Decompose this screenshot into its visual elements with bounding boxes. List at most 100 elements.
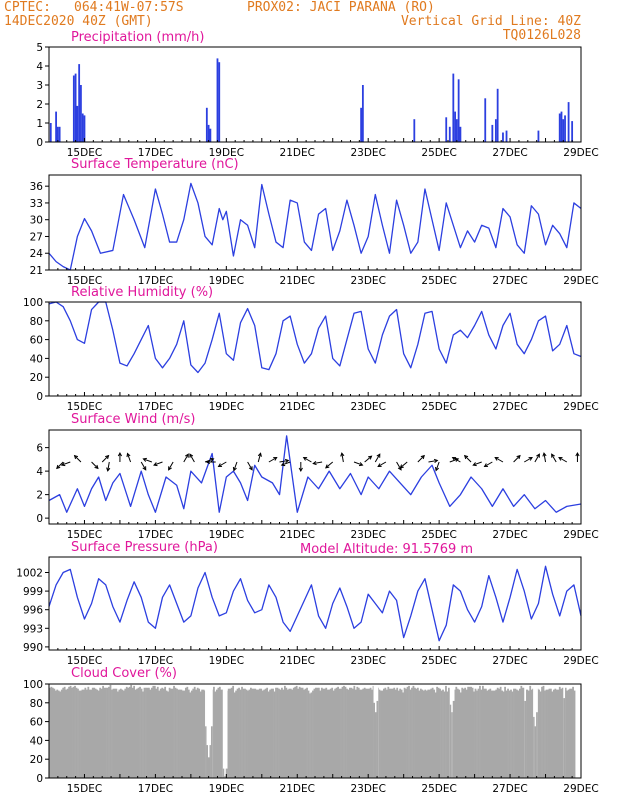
wind-vector-shaft — [377, 461, 387, 467]
cloud-bar — [97, 690, 100, 778]
cloud-bar — [266, 687, 269, 778]
temperature-ytick-label: 36 — [30, 181, 44, 193]
cloud-bar — [179, 689, 181, 778]
cloud-bar — [325, 687, 328, 778]
cloud-bar — [417, 687, 419, 778]
cloud-bar — [85, 689, 88, 778]
cloud-bar — [72, 686, 75, 778]
cloud-bar — [376, 700, 379, 778]
cloud-bar — [260, 688, 263, 778]
cloud-bar — [131, 687, 134, 778]
cloud-bar — [127, 687, 130, 778]
cloud-bar — [461, 687, 464, 778]
cloud-bar — [69, 685, 72, 778]
cloud-bar — [68, 686, 70, 778]
wind-vector-shaft — [513, 455, 521, 463]
humidity-ytick-label: 60 — [30, 335, 43, 347]
cloud-bar — [479, 685, 481, 778]
cloud-bar — [536, 712, 538, 778]
cloud-bar — [455, 686, 458, 778]
wind-vector — [340, 452, 345, 463]
wind-vector-shaft — [247, 461, 253, 471]
wind-vector — [302, 456, 312, 463]
wind-vector — [325, 461, 334, 469]
wind-vector — [483, 461, 493, 468]
cloud-bar — [393, 687, 396, 778]
humidity-xtick-label: 27DEC — [492, 401, 527, 413]
cloud-bar — [557, 689, 560, 778]
cloud-bar — [527, 690, 530, 778]
wind-vector-shaft — [153, 461, 163, 466]
cloud-bar — [156, 686, 159, 778]
cloud-cover-xtick-label: 23DEC — [350, 783, 385, 795]
wind-vector-shaft — [374, 453, 381, 463]
precip-bar — [209, 128, 212, 142]
panel-precipitation: Precipitation (mm/h) 0 1 2 3 4 5 15DEC 17DEC 19DE… — [36, 30, 598, 159]
panel-cloud-cover: Cloud Cover (%) 0 20 40 60 80 100 15DEC 17DEC 19D… — [23, 666, 599, 795]
pressure-title: Surface Pressure (hPa) — [71, 540, 218, 555]
cloud-bar — [573, 690, 576, 778]
cloud-bar — [103, 687, 106, 778]
cloud-bar — [369, 687, 372, 778]
cloud-bar — [344, 686, 347, 778]
cloud-bar — [88, 689, 91, 778]
precipitation-frame — [48, 46, 582, 143]
wind-vector — [396, 461, 402, 471]
humidity-title: Relative Humidity (%) — [71, 285, 213, 300]
cloud-bar — [563, 698, 566, 778]
cloud-bar — [201, 689, 203, 778]
wind-vector-shaft — [268, 457, 277, 463]
wind-vector — [280, 461, 291, 467]
precip-bar — [49, 123, 52, 142]
precipitation-ytick-label: 1 — [36, 118, 43, 130]
cloud-bar — [309, 693, 311, 778]
cloud-bar — [476, 690, 478, 778]
header-grid-note: Vertical Grid Line: 40Z — [401, 14, 581, 29]
cloud-bar — [180, 689, 183, 778]
header-station: PROX02: JACI PARANA (RO) — [247, 0, 435, 15]
cloud-bar — [511, 691, 514, 778]
wind-vector-head — [420, 454, 425, 460]
cloud-bar — [526, 689, 529, 778]
precip-bar — [80, 85, 82, 142]
cloud-bar — [303, 689, 305, 778]
cloud-bar — [391, 688, 394, 778]
pressure-xtick-label: 19DEC — [209, 655, 244, 667]
cloud-bar — [75, 687, 78, 778]
cloud-bar — [498, 688, 501, 778]
header-run: 14DEC2020 40Z (GMT) — [4, 14, 153, 29]
wind-vector-shaft — [473, 461, 482, 466]
cloud-bar — [411, 687, 413, 778]
precipitation-xtick-label: 17DEC — [138, 147, 173, 159]
cloud-bar — [326, 689, 329, 778]
temperature-xtick-label: 17DEC — [138, 275, 173, 287]
cloud-bar — [477, 688, 480, 778]
wind-vector-shaft — [140, 461, 147, 471]
cloud-bar — [443, 691, 446, 778]
cloud-bar — [233, 692, 236, 778]
wind-xtick-label: 29DEC — [563, 529, 598, 541]
wind-vector — [279, 458, 290, 464]
cloud-bar — [412, 685, 415, 778]
cloud-bar — [80, 690, 82, 778]
cloud-bar — [375, 712, 377, 778]
cloud-bar — [439, 688, 441, 778]
cloud-bar — [218, 686, 221, 778]
cloud-bar — [152, 685, 155, 778]
wind-vector-shaft — [218, 461, 227, 467]
cloud-bar — [513, 688, 515, 778]
cloud-bar — [238, 687, 240, 778]
cloud-bar — [278, 688, 280, 778]
cloud-bar — [210, 726, 213, 778]
cloud-bar — [328, 689, 331, 778]
cloud-bar — [182, 690, 184, 778]
cloud-bar — [106, 687, 109, 778]
pressure-xtick-label: 27DEC — [492, 655, 527, 667]
cloud-bar — [102, 685, 104, 778]
cloud-cover-ytick-label: 100 — [23, 679, 43, 691]
humidity-frame — [48, 301, 582, 397]
cloud-bar — [510, 689, 512, 778]
wind-vector-shaft — [494, 457, 504, 463]
precip-bar — [361, 85, 364, 142]
cloud-gap — [206, 685, 209, 778]
